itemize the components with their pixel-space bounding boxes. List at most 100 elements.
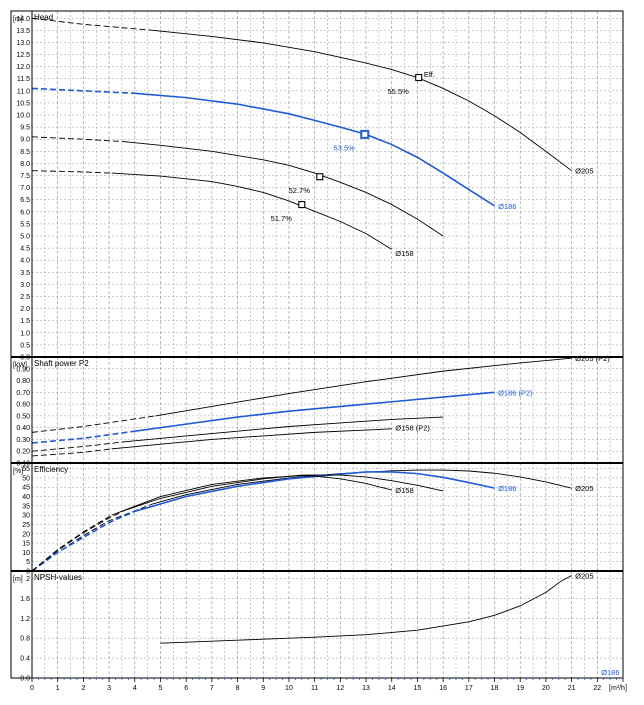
y-tick-label: 0.60 [16,402,30,409]
series-label: Ø205 [575,167,593,176]
y-tick-label: 40 [22,494,30,501]
x-tick-label: 8 [236,685,240,692]
grid-layer [32,11,623,678]
efficiency-point-label: 51.7% [271,214,293,223]
y-tick-label: 15 [22,541,30,548]
y-unit-label: [%] [13,468,23,475]
series-label: Ø158 [395,486,413,495]
y-tick-label: 2.0 [20,306,30,313]
y-tick-label: 10.5 [16,100,30,107]
y-tick-label: 0.40 [16,425,30,432]
series-line [152,469,572,505]
efficiency-point-marker [415,73,423,82]
y-tick-label: 0.8 [20,636,30,643]
series-label: Ø205 [575,484,593,493]
series-line-dashed [31,514,112,572]
y-tick-label: 55 [22,466,30,473]
y-tick-label: 14.0 [16,16,30,23]
x-tick-label: 7 [210,685,214,692]
y-tick-label: 0.90 [16,366,30,373]
y-tick-label: 9.5 [20,125,30,132]
series-line-dashed [31,510,136,572]
series-line-dashed [31,510,125,572]
panel-title: Efficiency [34,465,68,474]
x-tick-label: 22 [593,685,601,692]
y-tick-label: 4.5 [20,246,30,253]
y-tick-label: 1.2 [20,616,30,623]
series-line [111,428,392,450]
y-tick-label: 7.0 [20,185,30,192]
x-tick-label: 1 [56,685,60,692]
x-tick-label: 16 [439,685,447,692]
labels-layer: 0.0 0.5 1.0 1.5 2.0 2.5 3.0 3.5 4.0 4.5 5.0 5.5 6.0 6… [13,13,627,692]
series-label: Ø186 [498,484,516,493]
series-label: Ø186 (P2) [498,388,533,397]
series-label: Ø205 [575,571,593,580]
y-tick-label: 25 [22,522,30,529]
x-tick-label: 13 [362,685,370,692]
x-tick-label: 18 [491,685,499,692]
y-tick-label: 50 [22,475,30,482]
panel-title: NPSH-values [34,573,82,582]
efficiency-point-label: 55.5% [388,87,410,96]
y-tick-label: 10 [22,550,30,557]
y-tick-label: 5.0 [20,234,30,241]
series-line [134,92,495,207]
y-tick-label: 2.5 [20,294,30,301]
y-tick-label: 0.80 [16,378,30,385]
series-line-dashed [31,430,135,444]
y-tick-label: 6.5 [20,197,30,204]
y-tick-label: 13.5 [16,28,30,35]
series-line [124,474,444,511]
series-line [160,575,572,644]
points-layer [298,73,423,209]
panel-title: Shaft power P2 [34,359,89,368]
y-tick-label: 9.0 [20,137,30,144]
efficiency-point-label: 53.5% [334,144,356,153]
efficiency-point-label: 52.7% [289,186,311,195]
y-unit-label: [kW] [13,362,27,369]
y-tick-label: 0.50 [16,413,30,420]
y-tick-label: 11.0 [17,88,30,95]
x-tick-label: 9 [261,685,265,692]
y-tick-label: 6.0 [20,209,30,216]
y-tick-label: 1.0 [20,330,30,337]
x-tick-label: 4 [133,685,137,692]
efficiency-point-marker [298,201,306,209]
series-line [111,475,392,516]
y-unit-label: [m] [13,16,23,23]
y-tick-label: 20 [22,531,30,538]
x-tick-label: 14 [388,685,396,692]
y-tick-label: 12.0 [16,64,30,71]
x-tick-label: 15 [414,685,422,692]
x-tick-label: 12 [336,685,344,692]
y-tick-label: 5 [26,559,30,566]
x-tick-label: 0 [30,685,34,692]
series-line [124,416,444,443]
y-tick-label: 5.5 [20,221,30,228]
series-label: Ø158 (P2) [395,424,430,433]
series-line-dashed [31,87,135,95]
y-tick-label: 7.5 [20,173,30,180]
y-tick-label: 13.0 [16,40,30,47]
x-tick-label: 6 [184,685,188,692]
x-tick-label: 20 [542,685,550,692]
y-tick-label: 0.0 [20,676,30,683]
annotation-label: Eff. [424,70,435,79]
y-tick-label: 12.5 [16,52,30,59]
series-line [124,141,444,237]
x-tick-label: 10 [285,685,293,692]
panel-title: Head [34,13,53,22]
series-line [111,172,392,250]
x-tick-label: 21 [568,685,576,692]
y-tick-label: 0.70 [16,390,30,397]
x-tick-label: 5 [159,685,163,692]
y-tick-label: 0.30 [16,437,30,444]
x-unit-label: [m³/h] [609,685,627,692]
efficiency-point-marker [360,129,370,139]
x-tick-label: 11 [311,685,318,692]
series-label: Ø158 [395,249,413,258]
series-label: Ø205 (P2) [575,354,610,363]
